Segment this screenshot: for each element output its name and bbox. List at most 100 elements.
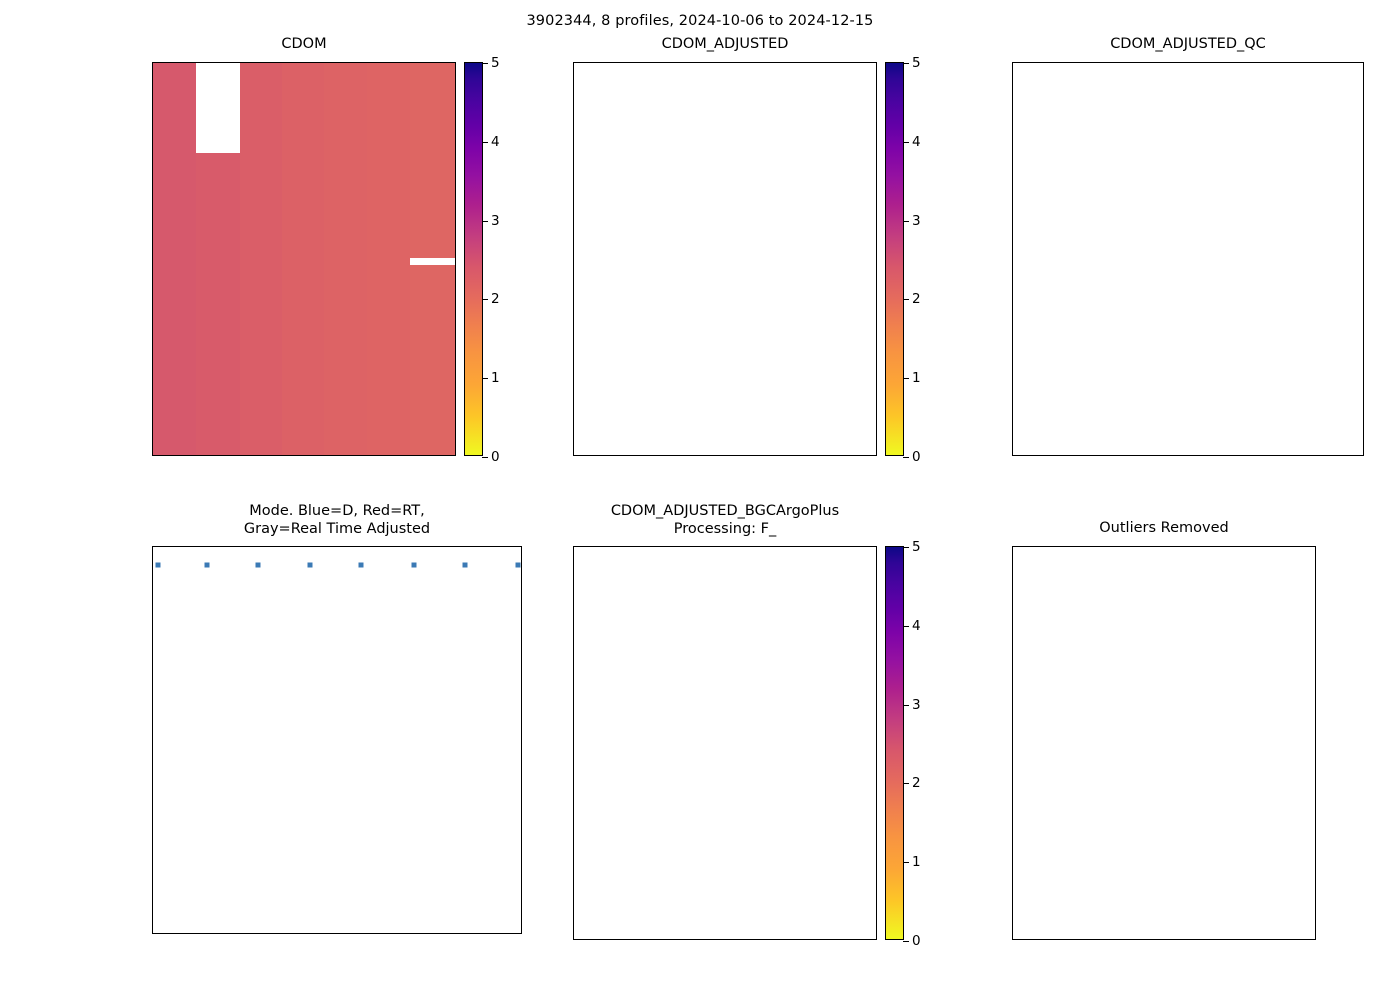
heatmap-column-0 (153, 63, 197, 455)
x-tick-cdom_adjusted_qc-0 (1013, 455, 1014, 456)
y-tick-cdom_adjusted-6 (573, 162, 574, 163)
colorbar-ticklabel-cdom_adjusted-1: 1 (912, 370, 921, 387)
y-tick-cdom_adjusted_bgcargoplus-6 (573, 646, 574, 647)
colorbar-ticklabel-cdom_adjusted-0: 0 (912, 449, 921, 465)
scatter-point-0 (155, 562, 161, 568)
colorbar-ticklabel-cdom_adjusted_bgcargoplus-0: 0 (912, 933, 921, 949)
colorbar-ticklabel-cdom_adjusted-2: 2 (912, 291, 921, 308)
y-tick-mode-2 (152, 565, 153, 566)
x-tick-cdom_adjusted_qc-3 (1224, 455, 1225, 456)
axes-cdom_adjusted_bgcargoplus[interactable]: 0250500750100012501500175020000.800.850.… (573, 546, 877, 940)
x-tick-cdom_adjusted-3 (866, 455, 867, 456)
colorbar-ticklabel-cdom-4: 4 (491, 133, 500, 150)
x-tick-mode-5 (413, 933, 414, 934)
y-tick-cdom_adjusted_bgcargoplus-5 (573, 695, 574, 696)
colorbar-ticklabel-cdom-1: 1 (491, 370, 500, 387)
colorbar-ticklabel-cdom-2: 2 (491, 291, 500, 308)
y-tick-mode-1 (152, 746, 153, 747)
y-tick-outliers_removed-8 (1012, 547, 1013, 548)
y-tick-cdom_adjusted-7 (573, 112, 574, 113)
x-tick-mode-3 (318, 933, 319, 934)
x-tick-outliers_removed-0 (1072, 939, 1073, 940)
y-tick-cdom_adjusted-3 (573, 309, 574, 310)
x-tick-cdom_adjusted-2 (788, 455, 789, 456)
x-tick-cdom_adjusted_qc-1 (1083, 455, 1084, 456)
colorbar-ticklabel-cdom-3: 3 (491, 212, 500, 229)
x-tick-cdom_adjusted_bgcargoplus-1 (710, 939, 711, 940)
y-tick-cdom_adjusted-4 (573, 260, 574, 261)
colorbar-cdom[interactable]: 0 1 2 3 4 5 (464, 55, 500, 465)
y-tick-outliers_removed-5 (1012, 695, 1013, 696)
scatter-point-1 (204, 562, 210, 568)
colorbar-tick-cdom_adjusted_bgcargoplus-4 (903, 625, 909, 627)
colorbar-ticklabel-cdom_adjusted_bgcargoplus-3: 3 (912, 696, 921, 713)
x-tick-outliers_removed-2 (1227, 939, 1228, 940)
colorbar-tick-cdom_adjusted-0 (903, 457, 909, 458)
y-tick-cdom_adjusted_bgcargoplus-3 (573, 793, 574, 794)
heatmap-column-2 (239, 63, 282, 455)
heatmap-column-5 (367, 63, 411, 455)
axes-cdom_adjusted[interactable]: 0250500750100012501500175020000.800.850.… (573, 62, 877, 456)
scatter-point-5 (411, 562, 417, 568)
colorbar-tick-cdom_adjusted-5 (903, 63, 909, 64)
x-tick-mode-4 (365, 933, 366, 934)
x-tick-mode-1 (223, 933, 224, 934)
y-tick-cdom_adjusted_bgcargoplus-8 (573, 547, 574, 548)
colorbar-ticklabel-cdom_adjusted_bgcargoplus-2: 2 (912, 775, 921, 792)
y-tick-cdom_adjusted_qc-3 (1012, 299, 1013, 300)
heatmap-gap-1-0 (196, 63, 240, 153)
colorbar-tick-cdom_adjusted-4 (903, 141, 909, 143)
x-tick-mode-2 (271, 933, 272, 934)
scatter-point-2 (255, 562, 261, 568)
x-tick-cdom-1 (289, 455, 290, 456)
axes-mode[interactable]: Delayed ModeReal Time AdjustedReal Time0… (152, 546, 522, 934)
colorbar-ticklabel-cdom-0: 0 (491, 449, 500, 465)
heatmap-column-4 (323, 63, 368, 455)
colorbar-tick-cdom-0 (482, 457, 488, 458)
colorbar-ticklabel-cdom-5: 5 (491, 55, 500, 71)
colorbar-tick-cdom_adjusted_bgcargoplus-1 (903, 862, 909, 864)
colorbar-ticklabel-cdom_adjusted-4: 4 (912, 133, 921, 150)
x-tick-cdom-0 (212, 455, 213, 456)
heatmap-column-3 (281, 63, 324, 455)
scatter-point-6 (462, 562, 468, 568)
x-tick-cdom_adjusted_bgcargoplus-0 (633, 939, 634, 940)
y-tick-cdom_adjusted-2 (573, 359, 574, 360)
x-tick-cdom_adjusted_qc-4 (1295, 455, 1296, 456)
axes-title-mode: Mode. Blue=D, Red=RT, Gray=Real Time Adj… (243, 503, 431, 537)
colorbar-cdom_adjusted_bgcargoplus[interactable]: 0 1 2 3 4 5 (885, 539, 921, 949)
colorbar-ticklabel-cdom_adjusted_bgcargoplus-1: 1 (912, 854, 921, 871)
y-tick-cdom_adjusted_bgcargoplus-7 (573, 596, 574, 597)
x-tick-outliers_removed-3 (1305, 939, 1306, 940)
x-tick-mode-0 (176, 933, 177, 934)
y-tick-mode-0 (152, 926, 153, 927)
colorbar-tick-cdom_adjusted-2 (903, 299, 909, 301)
colorbar-tick-cdom_adjusted_bgcargoplus-2 (903, 783, 909, 785)
figure-suptitle: 3902344, 8 profiles, 2024-10-06 to 2024-… (526, 13, 874, 29)
axes-outliers_removed[interactable]: 0250500750100012501500175020000.800.850.… (1012, 546, 1316, 940)
y-tick-outliers_removed-1 (1012, 892, 1013, 893)
x-tick-cdom_adjusted-0 (633, 455, 634, 456)
axes-cdom_adjusted_qc[interactable]: 0.00.20.40.60.81.00.00.20.40.60.81.0 (1012, 62, 1364, 456)
x-tick-cdom_adjusted_bgcargoplus-3 (866, 939, 867, 940)
colorbar-ticklabel-cdom_adjusted-3: 3 (912, 212, 921, 229)
x-tick-mode-7 (507, 933, 508, 934)
y-tick-cdom_adjusted_qc-1 (1012, 142, 1013, 143)
colorbar-tick-cdom-2 (482, 299, 488, 301)
axes-title-outliers_removed: Outliers Removed (1099, 520, 1229, 536)
axes-title-cdom_adjusted_qc: CDOM_ADJUSTED_QC (1110, 36, 1266, 52)
y-tick-outliers_removed-7 (1012, 596, 1013, 597)
colorbar-cdom_adjusted[interactable]: 0 1 2 3 4 5 (885, 55, 921, 465)
x-tick-mode-6 (460, 933, 461, 934)
colorbar-tick-cdom_adjusted_bgcargoplus-3 (903, 704, 909, 706)
axes-cdom[interactable]: 0250500750100012501500175020000.800.850.… (152, 62, 456, 456)
x-tick-outliers_removed-1 (1149, 939, 1150, 940)
x-tick-cdom-3 (445, 455, 446, 456)
y-tick-outliers_removed-6 (1012, 646, 1013, 647)
colorbar-tick-cdom_adjusted-3 (903, 220, 909, 222)
colorbar-tick-cdom-1 (482, 378, 488, 380)
colorbar-tick-cdom_adjusted-1 (903, 378, 909, 380)
y-tick-cdom_adjusted-5 (573, 211, 574, 212)
x-tick-cdom_adjusted-1 (710, 455, 711, 456)
x-tick-cdom_adjusted_bgcargoplus-2 (788, 939, 789, 940)
